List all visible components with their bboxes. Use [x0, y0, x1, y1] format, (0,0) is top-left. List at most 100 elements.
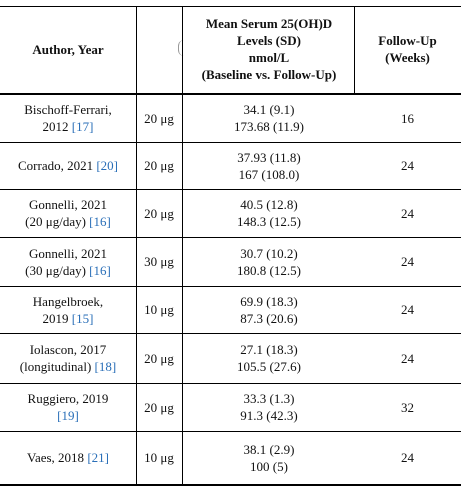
baseline-value: 30.7 (10.2) [240, 245, 298, 261]
weeks-cell: 24 [401, 302, 414, 317]
author-line: Hangelbroek, [32, 293, 104, 309]
author-line: 2012 [42, 119, 72, 134]
row-divider [0, 286, 461, 287]
author-line: Ruggiero, 2019 [27, 391, 109, 406]
weeks-cell: 24 [401, 450, 414, 465]
row-divider [0, 383, 461, 384]
header-dose [136, 6, 182, 92]
author-line-wrap: 2019 [15] [43, 310, 94, 327]
followup-value: 180.8 (12.5) [237, 262, 301, 278]
author-line-wrap: [19] [57, 407, 79, 424]
levels-cell: 27.1 (18.3) 105.5 (27.6) [184, 333, 354, 383]
author-line: Vaes, 2018 [27, 450, 88, 465]
followup-value: 148.3 (12.5) [237, 214, 301, 229]
author-line: (longitudinal) [19, 359, 95, 374]
author-line: Iolascon, 2017 [29, 342, 107, 357]
author-line: Bischoff-Ferrari, [24, 102, 112, 117]
baseline-value: 33.3 (1.3) [243, 391, 295, 406]
levels-cell: 33.3 (1.3) 91.3 (42.3) [184, 383, 354, 431]
baseline-value: 27.1 (18.3) [240, 342, 298, 357]
author-line: Gonnelli, 2021 [29, 245, 107, 261]
column-divider [136, 6, 137, 93]
author-cell: Iolascon, 2017 (longitudinal) [18] [0, 333, 136, 383]
levels-cell: 69.9 (18.3) 87.3 (20.6) [184, 286, 354, 333]
column-divider [182, 6, 183, 484]
followup-value: 87.3 (20.6) [240, 310, 298, 326]
followup-value: 173.68 (11.9) [234, 119, 304, 134]
weeks-cell: 32 [401, 399, 414, 415]
weeks-cell: 24 [401, 205, 414, 221]
header-follow-up: Follow-Up (Weeks) [354, 6, 461, 92]
followup-value: 167 (108.0) [238, 166, 300, 182]
author-line-wrap: (longitudinal) [18] [20, 358, 116, 375]
dose-cell: 20 μg [144, 110, 174, 126]
baseline-value: 69.9 (18.3) [240, 293, 298, 309]
reference-link[interactable]: [16] [89, 214, 111, 229]
header-levels: Mean Serum 25(OH)D Levels (SD) nmol/L (B… [184, 6, 354, 92]
header-levels-line: nmol/L [248, 50, 290, 65]
dose-cell: 30 μg [144, 254, 174, 269]
row-divider [0, 431, 461, 432]
author-line-wrap: Vaes, 2018 [21] [27, 449, 109, 466]
followup-value: 100 (5) [250, 458, 288, 474]
baseline-value: 37.93 (11.8) [237, 149, 301, 165]
header-author-year: Author, Year [0, 6, 136, 92]
reference-link[interactable]: [16] [89, 262, 111, 278]
followup-value: 105.5 (27.6) [237, 359, 301, 374]
baseline-value: 34.1 (9.1) [243, 102, 295, 117]
reference-link[interactable]: [18] [94, 359, 117, 374]
author-line-wrap: 2012 [17] [43, 118, 94, 135]
levels-cell: 38.1 (2.9) 100 (5) [184, 431, 354, 484]
header-levels-line: Mean Serum 25(OH)D [205, 16, 333, 31]
baseline-value: 40.5 (12.8) [240, 197, 298, 212]
row-divider [0, 333, 461, 334]
author-cell: Ruggiero, 2019 [19] [0, 383, 136, 431]
clipped-column-edge [178, 40, 185, 56]
reference-link[interactable]: [20] [96, 158, 119, 173]
author-line: 2019 [42, 310, 72, 326]
reference-link[interactable]: [19] [57, 408, 79, 423]
row-divider [0, 93, 461, 95]
dose-cell: 20 μg [144, 158, 174, 173]
weeks-cell: 24 [401, 350, 414, 366]
row-divider [0, 189, 461, 190]
author-line-wrap: (30 μg/day) [16] [25, 262, 111, 279]
levels-cell: 34.1 (9.1) 173.68 (11.9) [184, 94, 354, 142]
baseline-value: 38.1 (2.9) [243, 441, 295, 457]
author-cell: Hangelbroek, 2019 [15] [0, 286, 136, 333]
row-divider [0, 237, 461, 238]
author-cell: Corrado, 2021 [20] [0, 142, 136, 189]
column-divider [136, 93, 137, 484]
header-follow-up-line: Follow-Up [378, 33, 437, 48]
header-author-year-text: Author, Year [32, 41, 104, 57]
dose-cell: 10 μg [144, 302, 174, 317]
header-levels-line: Levels (SD) [237, 33, 301, 48]
author-cell: Gonnelli, 2021 (30 μg/day) [16] [0, 237, 136, 286]
author-cell: Vaes, 2018 [21] [0, 431, 136, 484]
row-divider [0, 6, 461, 7]
dose-cell: 20 μg [144, 205, 174, 221]
dose-cell: 20 μg [144, 350, 174, 366]
followup-value: 91.3 (42.3) [240, 408, 298, 423]
weeks-cell: 24 [401, 158, 414, 173]
author-line: Gonnelli, 2021 [29, 197, 107, 212]
weeks-cell: 24 [401, 254, 414, 269]
row-divider [0, 142, 461, 143]
author-line: Corrado, 2021 [17, 158, 97, 173]
levels-cell: 40.5 (12.8) 148.3 (12.5) [184, 189, 354, 237]
reference-link[interactable]: [21] [87, 450, 109, 465]
dose-cell: 10 μg [144, 450, 174, 465]
author-cell: Gonnelli, 2021 (20 μg/day) [16] [0, 189, 136, 237]
column-divider [354, 6, 355, 93]
levels-cell: 37.93 (11.8) 167 (108.0) [184, 142, 354, 189]
reference-link[interactable]: [15] [71, 310, 94, 326]
levels-cell: 30.7 (10.2) 180.8 (12.5) [184, 237, 354, 286]
author-line: (20 μg/day) [25, 214, 90, 229]
author-line: (30 μg/day) [25, 262, 90, 278]
author-line-wrap: (20 μg/day) [16] [25, 213, 111, 230]
reference-link[interactable]: [17] [71, 119, 94, 134]
dose-cell: 20 μg [144, 399, 174, 415]
header-levels-line: (Baseline vs. Follow-Up) [201, 67, 337, 82]
author-line-wrap: Corrado, 2021 [20] [18, 157, 118, 174]
